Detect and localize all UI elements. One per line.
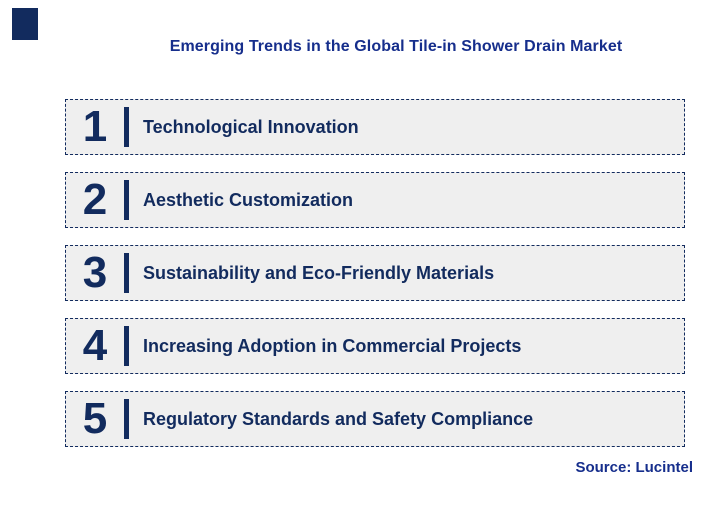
trend-row-2: 2 Aesthetic Customization: [65, 172, 685, 228]
trend-list: 1 Technological Innovation 2 Aesthetic C…: [65, 99, 685, 464]
trend-label: Regulatory Standards and Safety Complian…: [143, 409, 534, 429]
trend-row-3: 3 Sustainability and Eco-Friendly Materi…: [65, 245, 685, 301]
divider-bar: [124, 107, 129, 147]
trend-number: 1: [82, 102, 108, 151]
trend-number: 5: [82, 394, 108, 443]
page-title: Emerging Trends in the Global Tile-in Sh…: [169, 38, 623, 55]
divider-bar: [124, 326, 129, 366]
trend-number: 4: [82, 321, 108, 370]
trend-number: 3: [82, 248, 108, 297]
source-attribution: Source: Lucintel: [575, 459, 693, 476]
trend-label: Sustainability and Eco-Friendly Material…: [143, 263, 495, 283]
trend-number: 2: [82, 175, 108, 224]
divider-bar: [124, 399, 129, 439]
trend-row-4: 4 Increasing Adoption in Commercial Proj…: [65, 318, 685, 374]
trend-row-1: 1 Technological Innovation: [65, 99, 685, 155]
divider-bar: [124, 253, 129, 293]
trend-label: Aesthetic Customization: [143, 190, 354, 210]
brand-logo-square: [12, 8, 38, 40]
trend-label: Increasing Adoption in Commercial Projec…: [143, 336, 522, 356]
trend-row-5: 5 Regulatory Standards and Safety Compli…: [65, 391, 685, 447]
trend-label: Technological Innovation: [143, 117, 359, 137]
divider-bar: [124, 180, 129, 220]
